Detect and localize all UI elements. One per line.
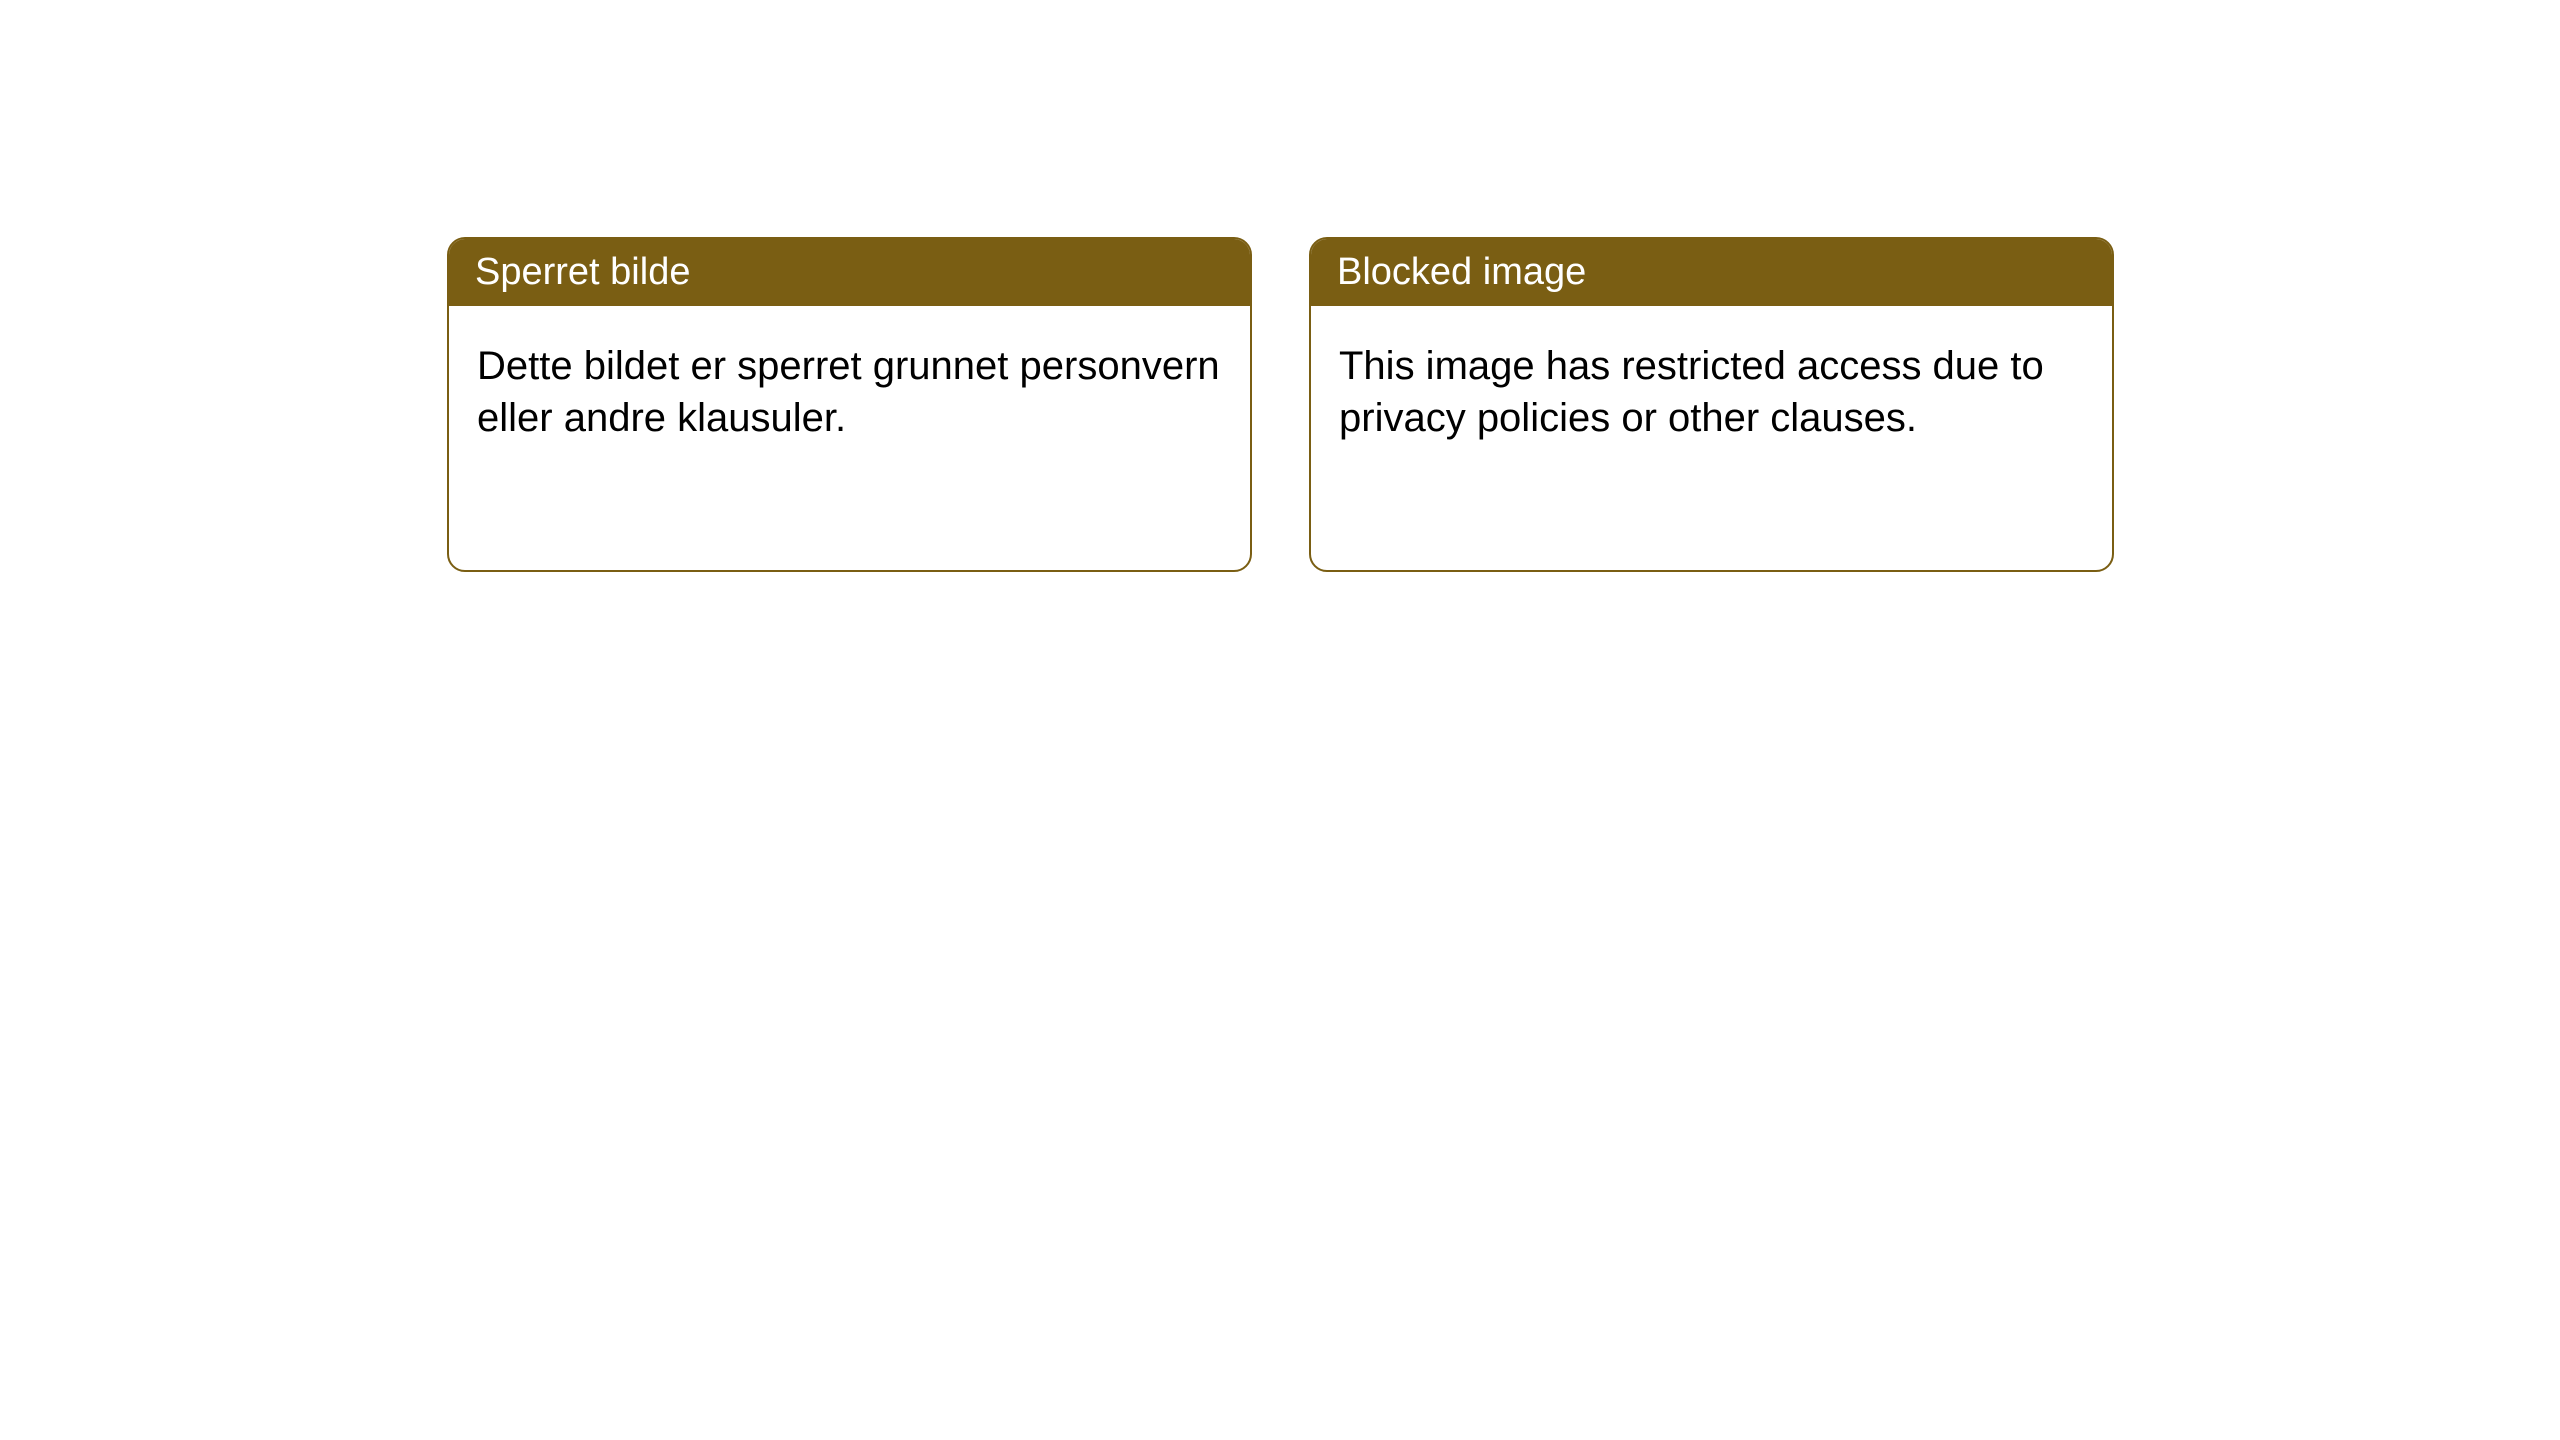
- notice-body-norwegian: Dette bildet er sperret grunnet personve…: [449, 306, 1250, 478]
- notice-title-english: Blocked image: [1337, 251, 1586, 293]
- notice-title-norwegian: Sperret bilde: [475, 251, 690, 293]
- notice-header-norwegian: Sperret bilde: [449, 239, 1250, 306]
- notice-card-english: Blocked image This image has restricted …: [1309, 237, 2114, 572]
- notice-header-english: Blocked image: [1311, 239, 2112, 306]
- notice-cards-container: Sperret bilde Dette bildet er sperret gr…: [447, 237, 2114, 572]
- notice-text-norwegian: Dette bildet er sperret grunnet personve…: [477, 344, 1220, 440]
- notice-body-english: This image has restricted access due to …: [1311, 306, 2112, 478]
- notice-card-norwegian: Sperret bilde Dette bildet er sperret gr…: [447, 237, 1252, 572]
- notice-text-english: This image has restricted access due to …: [1339, 344, 2044, 440]
